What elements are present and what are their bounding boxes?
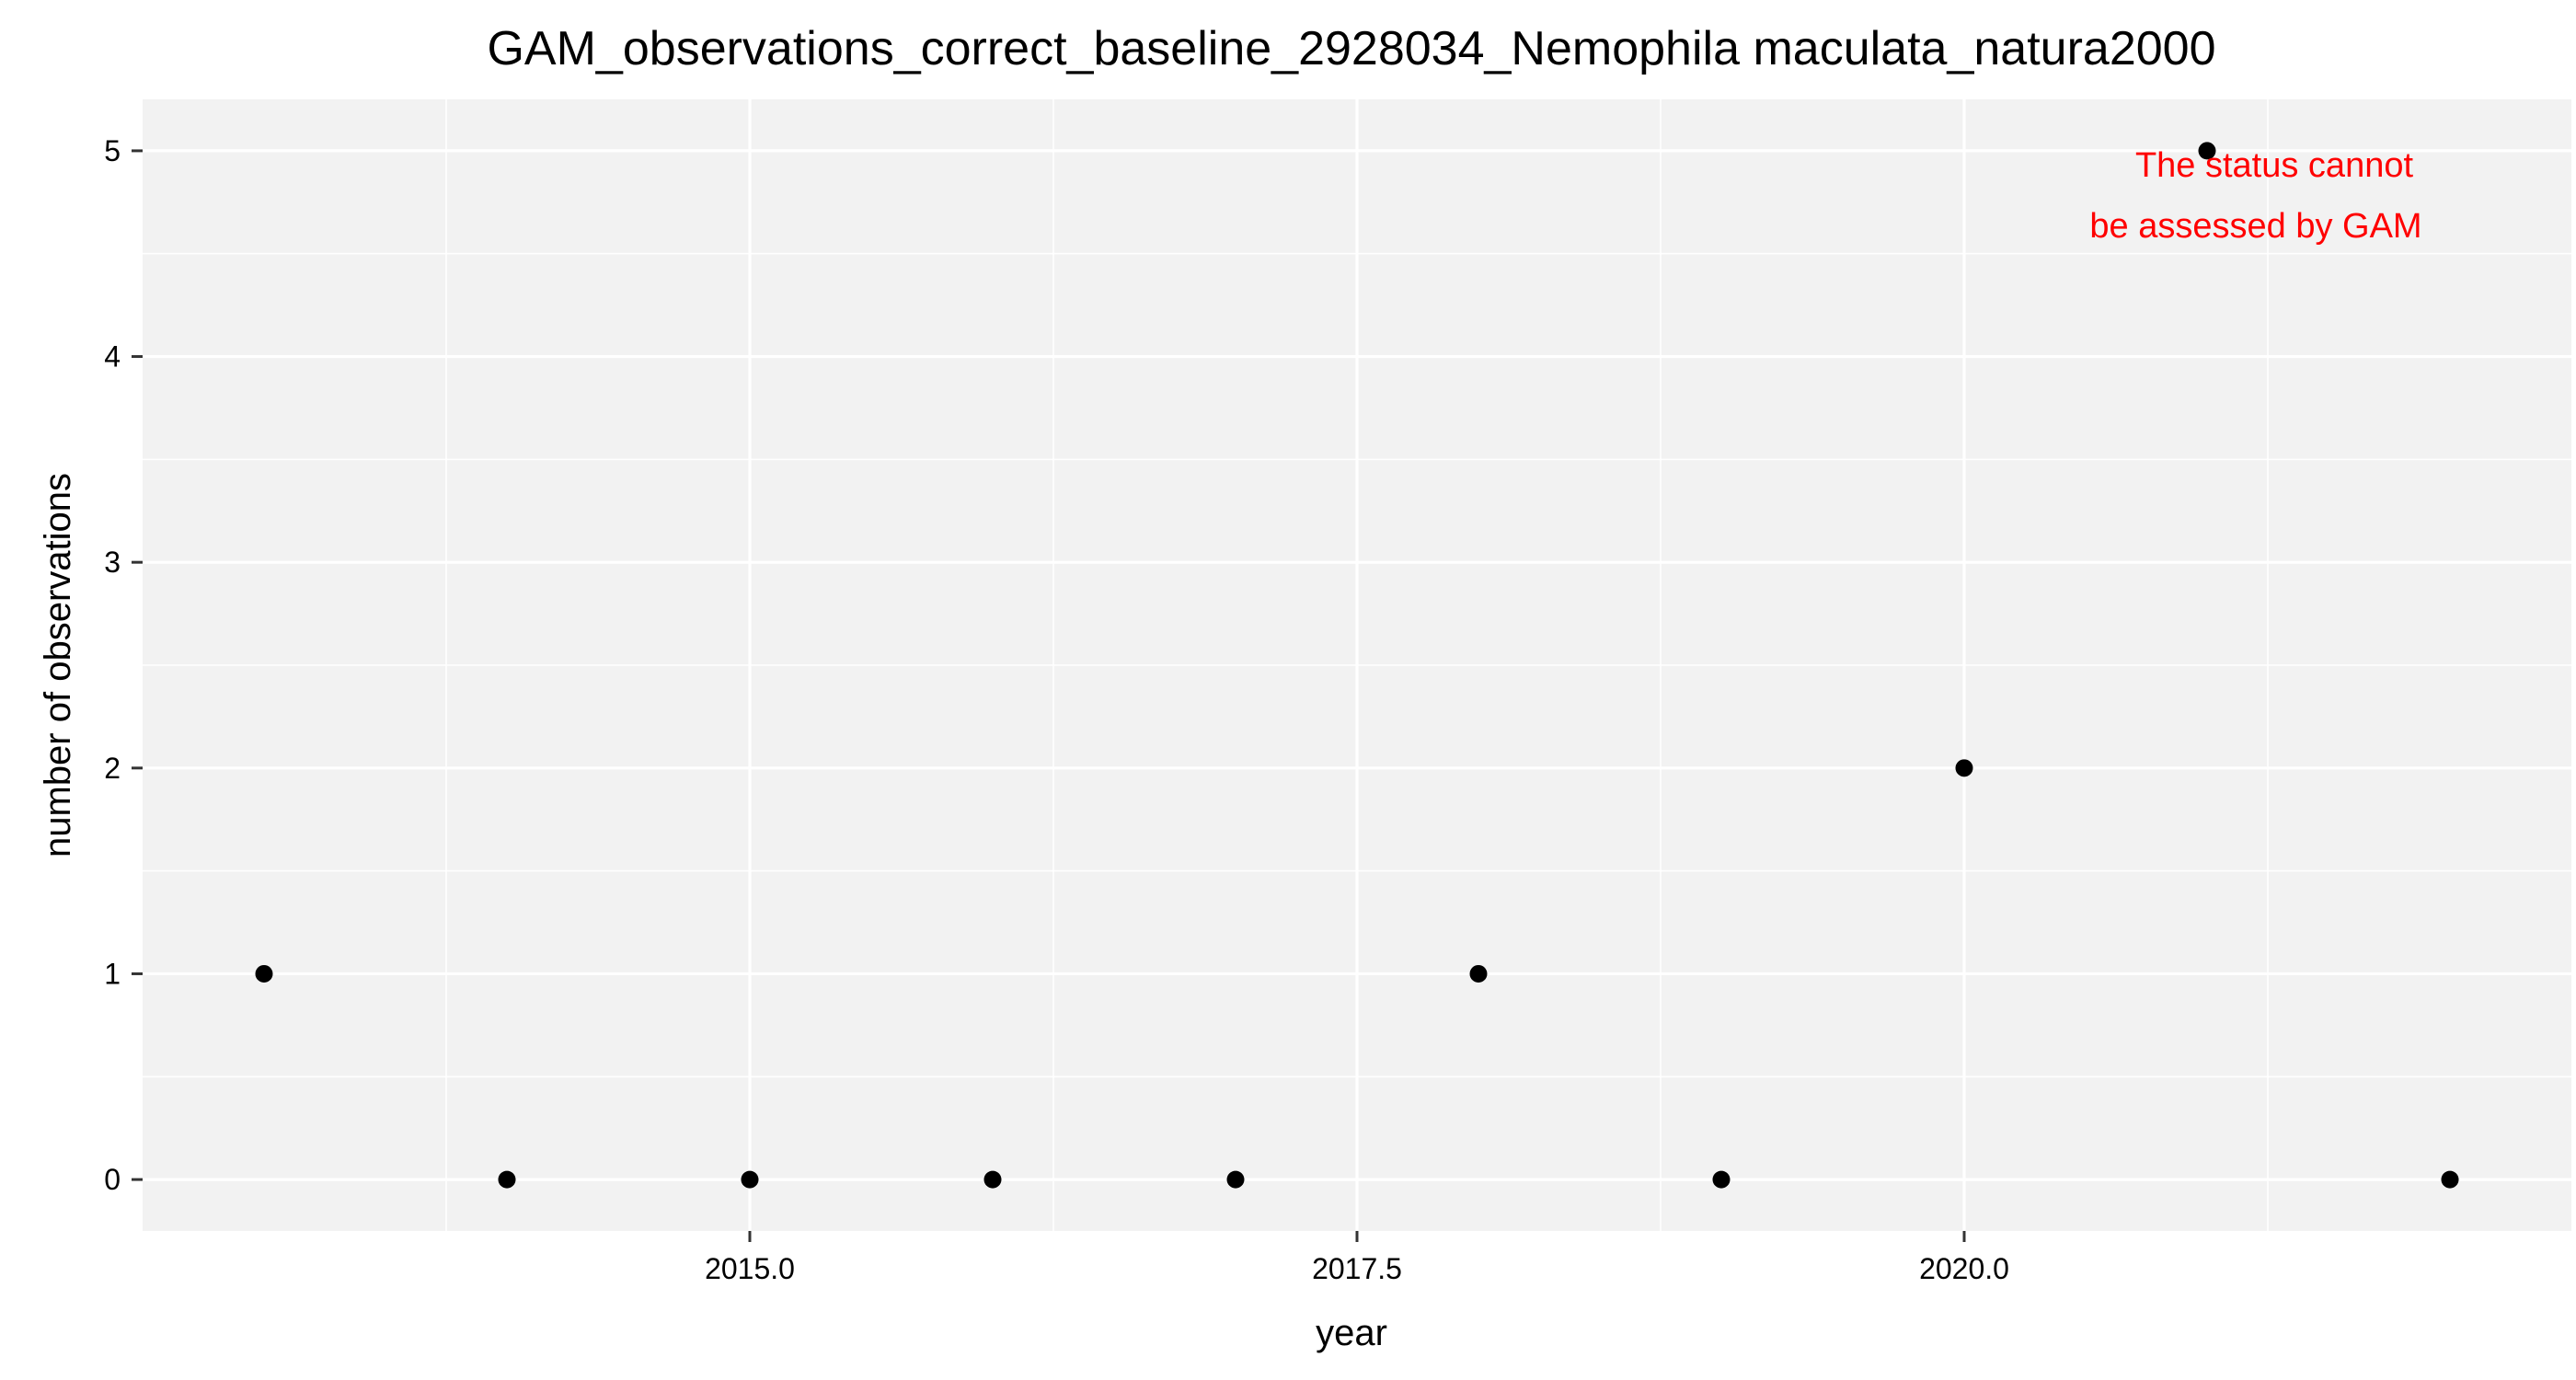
x-tick-label-1: 2017.5 bbox=[1312, 1252, 1402, 1285]
y-tick-label-1: 1 bbox=[104, 957, 121, 990]
data-point-2019 bbox=[1712, 1170, 1731, 1189]
x-axis: 2015.0 2017.5 2020.0 bbox=[705, 1231, 2009, 1285]
y-tick-label-2: 2 bbox=[104, 752, 121, 785]
y-axis: 0 1 2 3 4 5 bbox=[104, 134, 143, 1196]
data-point-2016 bbox=[983, 1170, 1002, 1189]
y-tick-label-3: 3 bbox=[104, 546, 121, 579]
x-tick-label-2: 2020.0 bbox=[1919, 1252, 2009, 1285]
y-tick-label-4: 4 bbox=[104, 340, 121, 374]
annotation-line-2: be assessed by GAM bbox=[2089, 207, 2421, 246]
data-point-2013 bbox=[255, 964, 273, 983]
data-point-2021 bbox=[2198, 142, 2216, 160]
data-point-2022 bbox=[2441, 1170, 2459, 1189]
y-axis-title: number of observations bbox=[38, 473, 78, 857]
grid-major bbox=[143, 99, 2571, 1231]
data-point-2017 bbox=[1226, 1170, 1245, 1189]
x-axis-title: year bbox=[1316, 1313, 1387, 1353]
annotation: The status cannot be assessed by GAM bbox=[2089, 146, 2421, 246]
data-point-2014 bbox=[498, 1170, 516, 1189]
y-tick-label-5: 5 bbox=[104, 134, 121, 167]
data-point-2020 bbox=[1955, 759, 1973, 777]
data-point-2018 bbox=[1469, 964, 1488, 983]
data-points bbox=[255, 142, 2459, 1189]
data-point-2015 bbox=[741, 1170, 759, 1189]
annotation-line-1: The status cannot bbox=[2135, 146, 2414, 185]
y-tick-label-0: 0 bbox=[104, 1163, 121, 1196]
chart-title: GAM_observations_correct_baseline_292803… bbox=[487, 22, 2215, 75]
x-tick-label-0: 2015.0 bbox=[705, 1252, 795, 1285]
